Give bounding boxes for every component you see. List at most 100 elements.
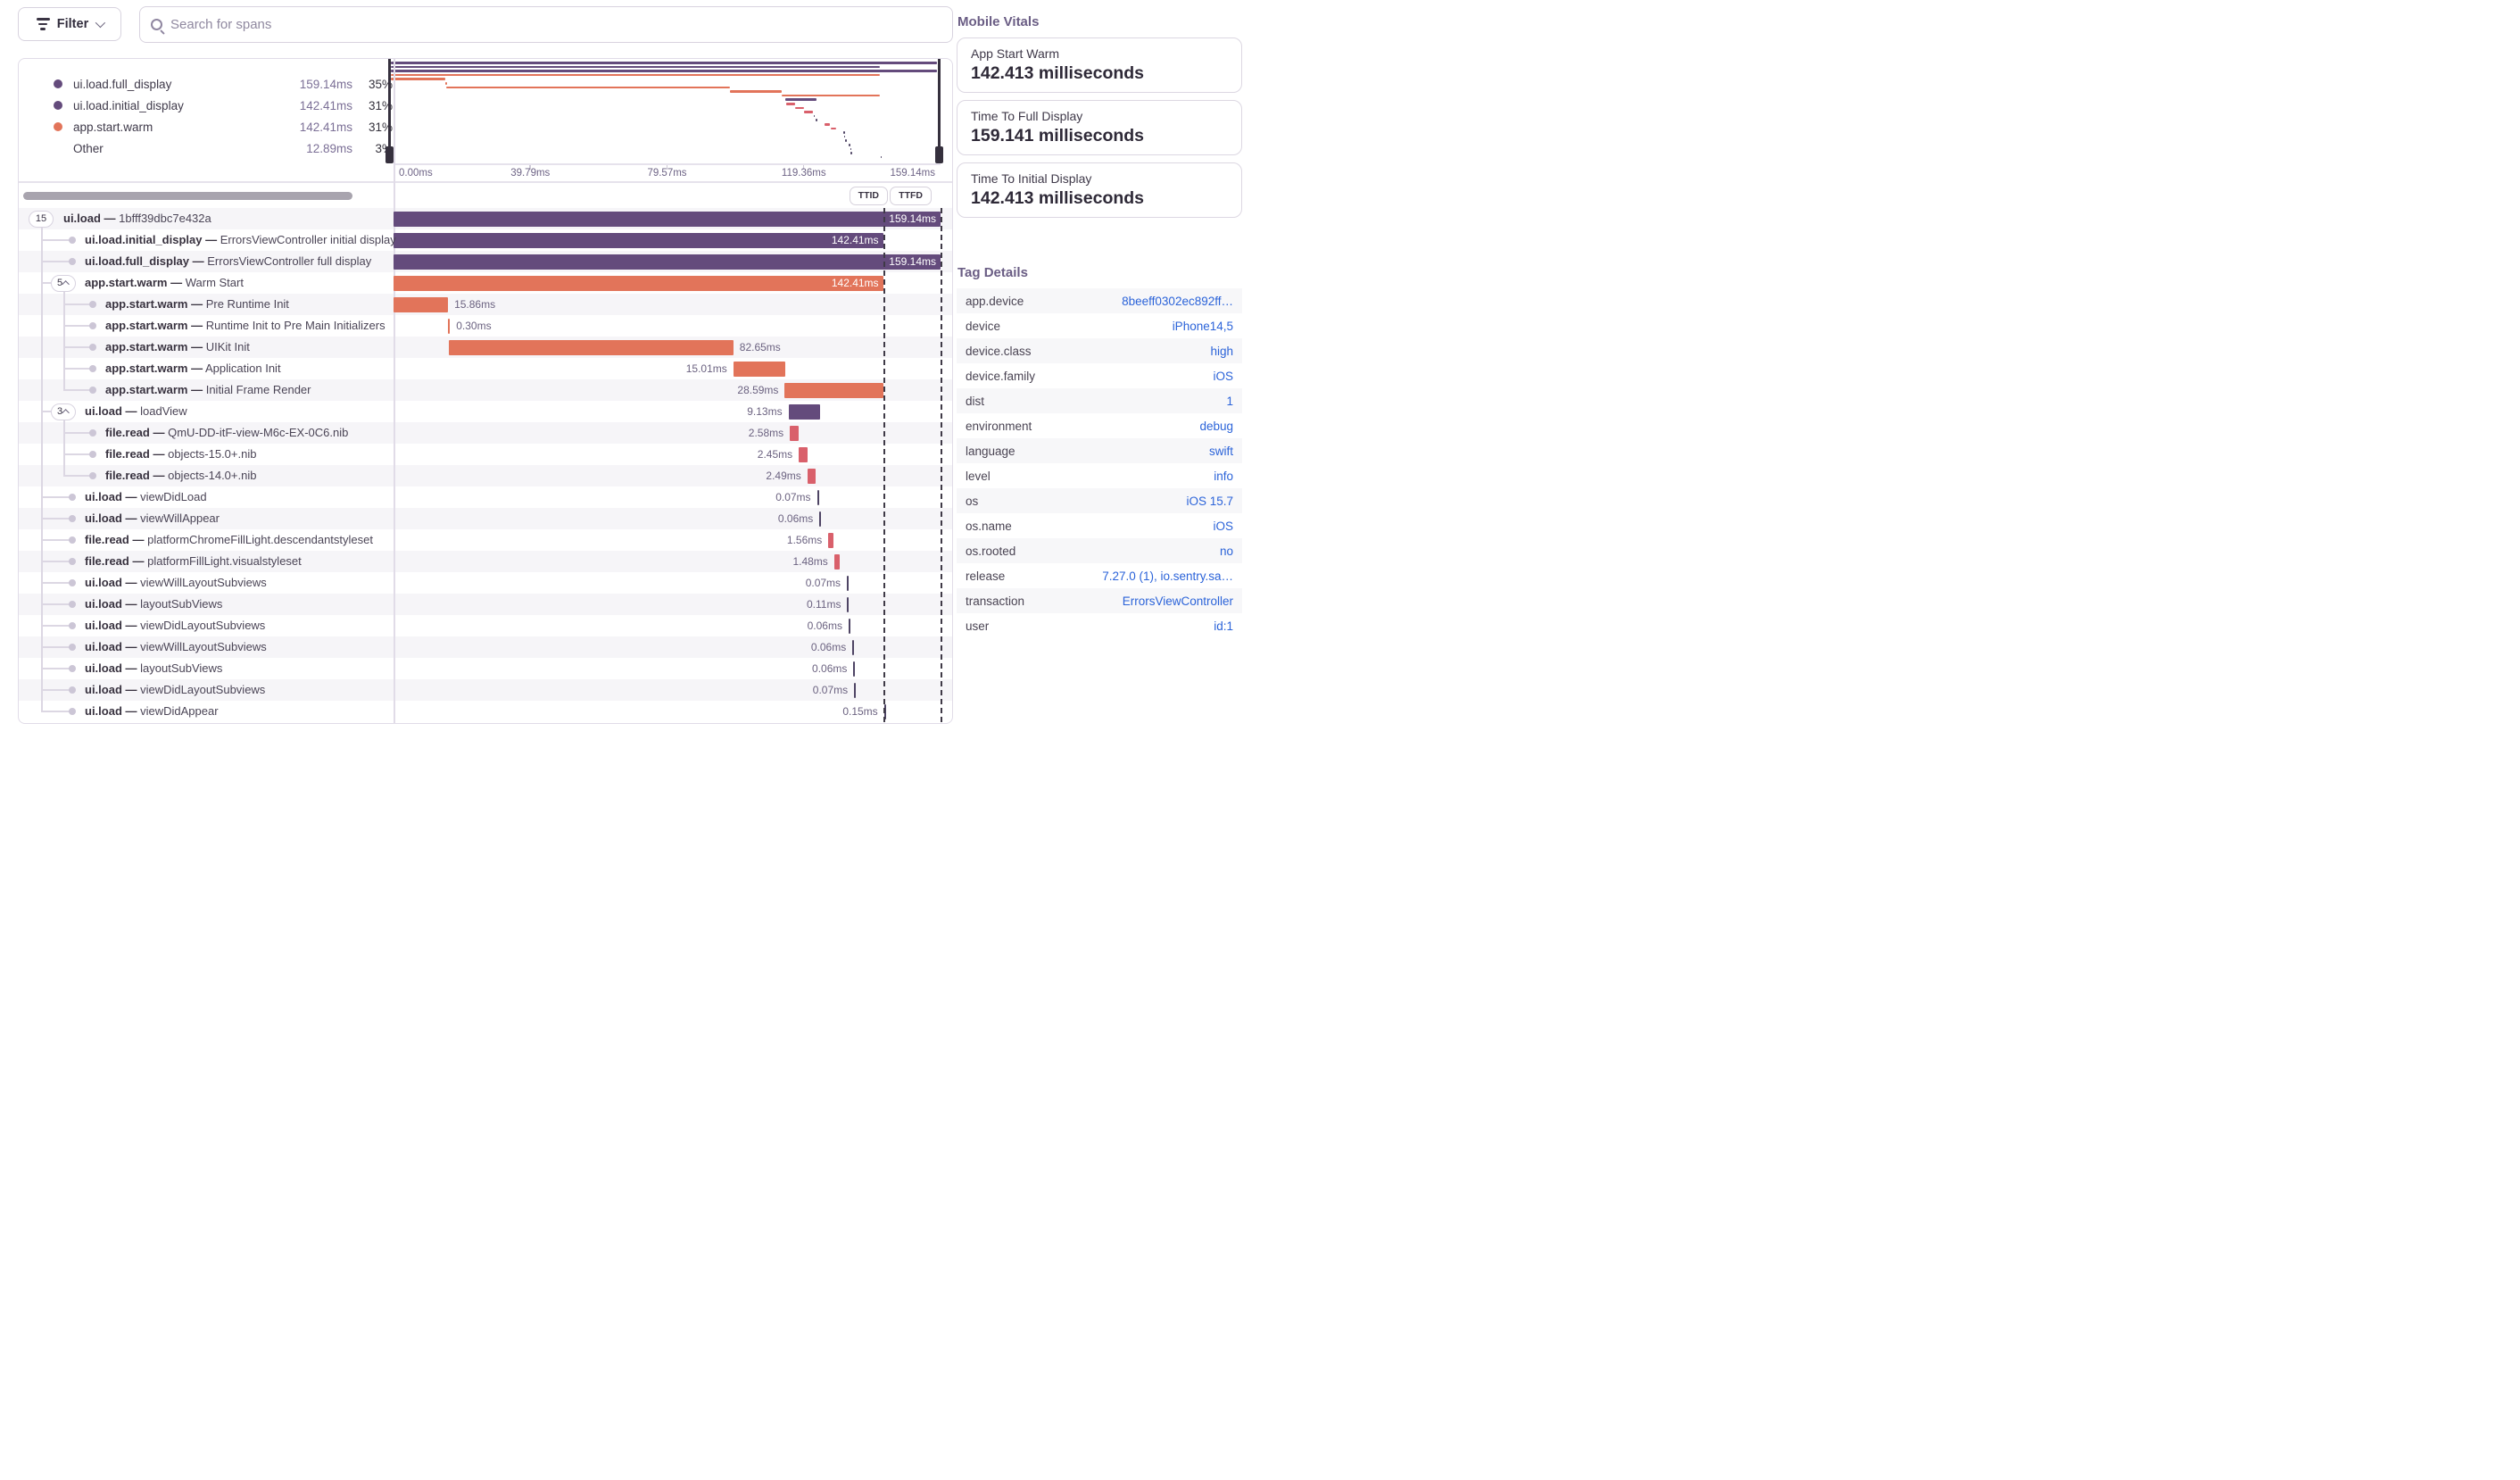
tag-value-link[interactable]: 7.27.0 (1), io.sentry.sa… bbox=[1102, 569, 1233, 583]
span-row[interactable]: app.start.warm — Application Init 15.01ms bbox=[19, 358, 952, 379]
span-duration-bar[interactable] bbox=[848, 618, 850, 634]
span-duration-bar[interactable]: 142.41ms bbox=[394, 232, 883, 248]
rows-toolbar: TTID TTFD bbox=[19, 183, 952, 209]
span-children-badge[interactable]: 15 bbox=[29, 210, 54, 228]
ttfd-button[interactable]: TTFD bbox=[890, 186, 932, 205]
span-duration-bar[interactable] bbox=[784, 382, 883, 398]
span-duration-bar[interactable] bbox=[790, 425, 800, 441]
span-duration-bar[interactable]: 159.14ms bbox=[394, 211, 941, 227]
tag-value-link[interactable]: iOS bbox=[1213, 369, 1233, 383]
span-duration-bar[interactable] bbox=[788, 403, 820, 420]
span-row[interactable]: 5 app.start.warm — Warm Start 142.41ms bbox=[19, 272, 952, 294]
tag-value-link[interactable]: high bbox=[1210, 344, 1233, 358]
vital-label: Time To Full Display bbox=[971, 109, 1083, 123]
tag-value-link[interactable]: debug bbox=[1199, 419, 1233, 433]
tag-key: device.class bbox=[966, 344, 1032, 358]
span-duration-bar[interactable] bbox=[852, 639, 855, 655]
span-duration-bar[interactable] bbox=[853, 661, 856, 677]
tag-value-link[interactable]: iPhone14,5 bbox=[1172, 319, 1233, 333]
span-children-badge[interactable]: 5 bbox=[51, 274, 76, 292]
tag-value-link[interactable]: 8beeff0302ec892ff… bbox=[1122, 294, 1233, 308]
vital-card: Time To Initial Display 142.413 milliseco… bbox=[957, 162, 1242, 218]
span-row[interactable]: ui.load — layoutSubViews 0.11ms bbox=[19, 594, 952, 615]
span-duration-label: 1.48ms bbox=[792, 554, 828, 568]
ttfd-line bbox=[941, 208, 942, 722]
tag-key: level bbox=[966, 469, 991, 483]
tag-value-link[interactable]: info bbox=[1214, 469, 1233, 483]
span-row[interactable]: file.read — objects-14.0+.nib 2.49ms bbox=[19, 465, 952, 486]
span-row[interactable]: ui.load.full_display — ErrorsViewControl… bbox=[19, 251, 952, 272]
span-row[interactable]: file.read — QmU-DD-itF-view-M6c-EX-0C6.n… bbox=[19, 422, 952, 444]
minimap-right-handle[interactable] bbox=[935, 146, 943, 163]
span-row[interactable]: ui.load.initial_display — ErrorsViewCont… bbox=[19, 229, 952, 251]
span-row[interactable]: app.start.warm — UIKit Init 82.65ms bbox=[19, 337, 952, 358]
span-duration-bar[interactable]: 159.14ms bbox=[394, 254, 941, 270]
tag-value-link[interactable]: 1 bbox=[1226, 394, 1233, 408]
span-label: app.start.warm — UIKit Init bbox=[105, 337, 250, 358]
tag-row: device.family iOS bbox=[957, 363, 1242, 388]
span-duration-bar[interactable] bbox=[817, 489, 819, 505]
span-row[interactable]: file.read — platformChromeFillLight.desc… bbox=[19, 529, 952, 551]
span-duration-bar[interactable] bbox=[828, 532, 834, 548]
span-row[interactable]: 15 ui.load — 1bfff39dbc7e432a 159.14ms bbox=[19, 208, 952, 229]
minimap-span-bar bbox=[816, 119, 817, 121]
span-duration-bar[interactable] bbox=[394, 296, 449, 312]
tree-connector bbox=[63, 368, 90, 370]
tree-node-dot bbox=[69, 558, 76, 565]
ttid-button[interactable]: TTID bbox=[849, 186, 888, 205]
minimap-span-bar bbox=[843, 135, 846, 138]
horizontal-scrollbar[interactable] bbox=[23, 191, 352, 200]
span-duration-bar[interactable] bbox=[833, 553, 840, 570]
span-duration-bar[interactable] bbox=[883, 703, 886, 719]
tag-value-link[interactable]: iOS bbox=[1213, 519, 1233, 533]
span-row[interactable]: file.read — platformFillLight.visualstyl… bbox=[19, 551, 952, 572]
span-duration-bar[interactable] bbox=[847, 575, 850, 591]
span-row[interactable]: app.start.warm — Pre Runtime Init 15.86ms bbox=[19, 294, 952, 315]
span-children-badge[interactable]: 3 bbox=[51, 403, 76, 420]
axis-tick-mark bbox=[529, 164, 531, 170]
span-duration-label: 142.41ms bbox=[831, 276, 879, 289]
tag-value-link[interactable]: no bbox=[1219, 544, 1233, 558]
span-op: app.start.warm — bbox=[105, 383, 203, 396]
span-duration-bar[interactable] bbox=[449, 339, 734, 355]
minimap[interactable] bbox=[385, 59, 943, 165]
span-duration-bar[interactable]: 142.41ms bbox=[394, 275, 883, 291]
span-row[interactable]: ui.load — viewWillLayoutSubviews 0.06ms bbox=[19, 636, 952, 658]
tag-value-link[interactable]: ErrorsViewController bbox=[1122, 594, 1233, 608]
span-duration-bar[interactable] bbox=[854, 682, 857, 698]
span-row[interactable]: ui.load — viewDidAppear 0.15ms bbox=[19, 701, 952, 722]
tag-value-link[interactable]: swift bbox=[1209, 444, 1233, 458]
span-duration-bar[interactable] bbox=[448, 318, 451, 334]
filter-button[interactable]: Filter bbox=[18, 7, 121, 41]
minimap-span-bar bbox=[795, 106, 804, 110]
span-duration-bar[interactable] bbox=[819, 511, 822, 527]
search-icon bbox=[151, 19, 162, 30]
vital-value: 142.413 milliseconds bbox=[971, 188, 1145, 208]
minimap-left-handle[interactable] bbox=[385, 146, 394, 163]
span-row[interactable]: ui.load — viewWillLayoutSubviews 0.07ms bbox=[19, 572, 952, 594]
span-row[interactable]: ui.load — viewWillAppear 0.06ms bbox=[19, 508, 952, 529]
legend-duration: 12.89ms bbox=[306, 141, 352, 155]
span-row[interactable]: file.read — objects-15.0+.nib 2.45ms bbox=[19, 444, 952, 465]
span-duration-bar[interactable] bbox=[733, 361, 785, 377]
tag-value-link[interactable]: id:1 bbox=[1214, 619, 1233, 633]
tag-key: language bbox=[966, 444, 1015, 458]
tree-node-dot bbox=[89, 344, 96, 351]
span-duration-label: 0.06ms bbox=[810, 640, 847, 653]
tag-value-link[interactable]: iOS 15.7 bbox=[1186, 494, 1233, 508]
span-row[interactable]: app.start.warm — Runtime Init to Pre Mai… bbox=[19, 315, 952, 337]
span-row[interactable]: ui.load — layoutSubViews 0.06ms bbox=[19, 658, 952, 679]
span-duration-bar[interactable] bbox=[807, 468, 817, 484]
span-row[interactable]: ui.load — viewDidLayoutSubviews 0.07ms bbox=[19, 679, 952, 701]
span-row[interactable]: 3 ui.load — loadView 9.13ms bbox=[19, 401, 952, 422]
span-row[interactable]: ui.load — viewDidLayoutSubviews 0.06ms bbox=[19, 615, 952, 636]
legend-percent: 35% bbox=[368, 77, 393, 91]
span-duration-bar[interactable] bbox=[847, 596, 850, 612]
tree-node-dot bbox=[89, 365, 96, 372]
minimap-span-bar bbox=[446, 86, 731, 89]
span-row[interactable]: ui.load — viewDidLoad 0.07ms bbox=[19, 486, 952, 508]
span-duration-bar[interactable] bbox=[799, 446, 808, 462]
search-input[interactable] bbox=[170, 17, 941, 32]
span-op: file.read — bbox=[85, 533, 145, 546]
span-row[interactable]: app.start.warm — Initial Frame Render 28.… bbox=[19, 379, 952, 401]
